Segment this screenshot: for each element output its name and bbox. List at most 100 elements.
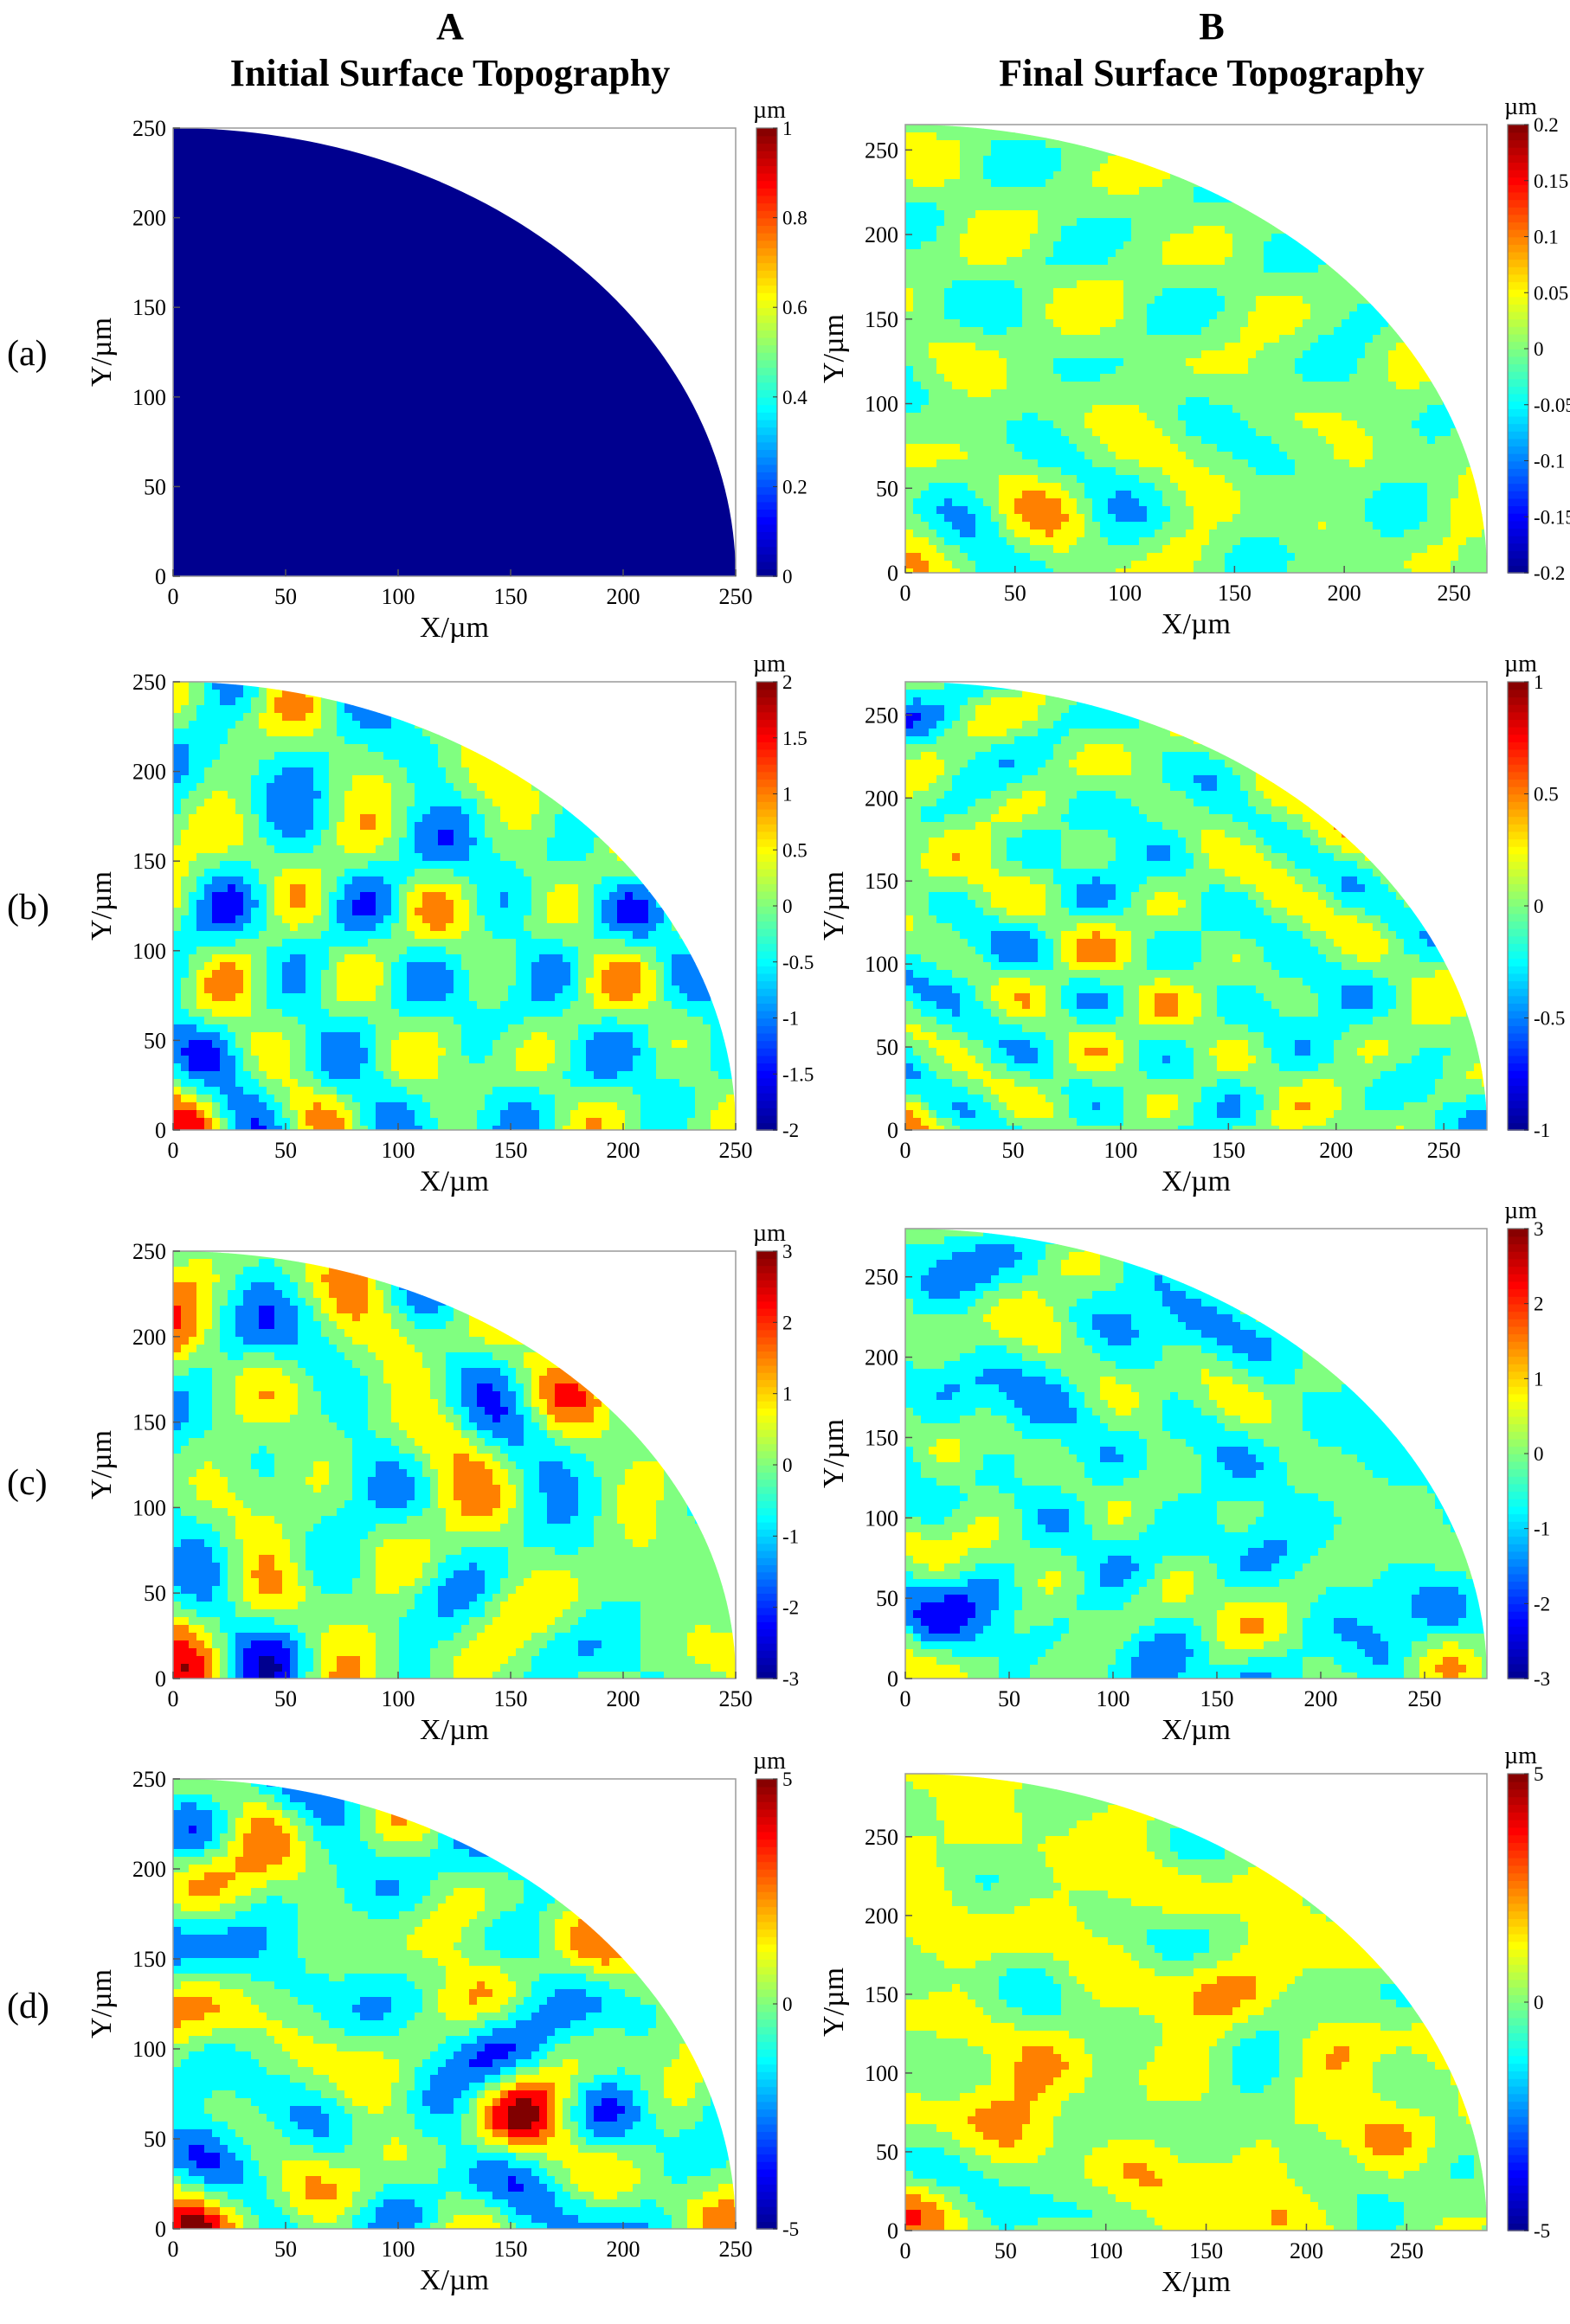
height-cell bbox=[944, 327, 953, 336]
height-cell bbox=[1451, 132, 1459, 141]
height-cell bbox=[1365, 343, 1374, 351]
height-cell bbox=[1022, 226, 1031, 234]
height-cell bbox=[1123, 428, 1132, 437]
height-cell bbox=[1427, 561, 1436, 569]
height-cell bbox=[975, 397, 984, 406]
height-cell bbox=[243, 690, 252, 698]
height-cell bbox=[1451, 218, 1459, 227]
height-cell bbox=[1271, 483, 1280, 491]
height-cell bbox=[1435, 553, 1444, 562]
x-axis-label: X/µm bbox=[420, 612, 489, 644]
height-cell bbox=[1007, 405, 1015, 414]
colorbar-segment bbox=[1508, 401, 1528, 409]
height-cell bbox=[1162, 218, 1171, 227]
height-cell bbox=[1458, 491, 1467, 499]
height-cell bbox=[1474, 530, 1483, 538]
height-cell bbox=[259, 697, 267, 706]
height-cell bbox=[1077, 444, 1085, 453]
height-cell bbox=[1030, 374, 1039, 382]
height-cell bbox=[968, 545, 976, 554]
height-cell bbox=[1443, 545, 1451, 554]
height-cell bbox=[1100, 366, 1109, 375]
height-cell bbox=[1334, 327, 1342, 336]
height-cell bbox=[1232, 467, 1241, 476]
height-cell bbox=[1396, 202, 1405, 211]
height-cell bbox=[1123, 350, 1132, 359]
height-cell bbox=[991, 475, 1000, 484]
height-cell bbox=[1295, 280, 1303, 289]
height-cell bbox=[1482, 444, 1487, 453]
height-cell bbox=[929, 218, 937, 227]
height-cell bbox=[983, 506, 992, 515]
height-cell bbox=[960, 506, 968, 515]
height-cell bbox=[929, 288, 937, 297]
height-cell bbox=[1349, 561, 1358, 569]
height-cell bbox=[306, 721, 314, 729]
height-cell bbox=[1084, 257, 1093, 266]
height-cell bbox=[1225, 537, 1233, 546]
height-cell bbox=[1061, 358, 1070, 367]
height-cell bbox=[1458, 164, 1467, 172]
height-cell bbox=[1474, 475, 1483, 484]
height-cell bbox=[1217, 537, 1226, 546]
height-cell bbox=[1326, 421, 1335, 429]
height-cell bbox=[921, 467, 930, 476]
x-axis-label: X/µm bbox=[1161, 608, 1231, 640]
height-cell bbox=[1466, 140, 1475, 149]
height-cell bbox=[1427, 226, 1436, 234]
height-cell bbox=[1326, 374, 1335, 382]
height-cell bbox=[1240, 273, 1249, 281]
height-cell bbox=[1435, 125, 1444, 133]
height-cell bbox=[352, 697, 361, 706]
height-cell bbox=[1116, 288, 1124, 297]
height-cell bbox=[1022, 506, 1031, 515]
height-cell bbox=[1077, 319, 1085, 328]
height-cell bbox=[1303, 234, 1311, 242]
height-cell bbox=[929, 421, 937, 429]
height-cell bbox=[1427, 545, 1436, 554]
height-cell bbox=[633, 697, 641, 706]
height-cell bbox=[368, 705, 376, 714]
height-cell bbox=[1373, 483, 1381, 491]
height-cell bbox=[1248, 389, 1257, 398]
height-cell bbox=[1380, 273, 1389, 281]
height-cell bbox=[1380, 288, 1389, 297]
height-cell bbox=[1412, 444, 1420, 453]
height-cell bbox=[1334, 319, 1342, 328]
height-cell bbox=[1443, 140, 1451, 149]
height-cell bbox=[1108, 498, 1116, 507]
height-cell bbox=[454, 697, 462, 706]
height-cell bbox=[1139, 436, 1148, 445]
height-cell bbox=[913, 358, 922, 367]
height-cell bbox=[1100, 428, 1109, 437]
height-cell bbox=[1069, 265, 1078, 273]
height-cell bbox=[960, 382, 968, 390]
height-cell bbox=[921, 413, 930, 421]
height-cell bbox=[1139, 413, 1148, 421]
height-cell bbox=[1466, 280, 1475, 289]
height-cell bbox=[1170, 475, 1179, 484]
height-cell bbox=[929, 459, 937, 468]
height-cell bbox=[929, 475, 937, 484]
colorbar-segment bbox=[1508, 363, 1528, 372]
height-cell bbox=[1155, 514, 1163, 523]
height-cell bbox=[1123, 195, 1132, 203]
height-cell bbox=[1225, 187, 1233, 196]
height-cell bbox=[1427, 288, 1436, 297]
height-cell bbox=[1295, 514, 1303, 523]
height-cell bbox=[212, 682, 221, 690]
height-cell bbox=[1084, 561, 1093, 569]
height-cell bbox=[936, 179, 945, 188]
height-cell bbox=[1271, 273, 1280, 281]
height-cell bbox=[1427, 389, 1436, 398]
height-cell bbox=[1007, 241, 1015, 250]
height-cell bbox=[1427, 475, 1436, 484]
height-cell bbox=[1287, 467, 1296, 476]
height-cell bbox=[1186, 444, 1194, 453]
height-cell bbox=[1030, 343, 1039, 351]
height-cell bbox=[1069, 164, 1078, 172]
height-cell bbox=[1373, 366, 1381, 375]
height-cell bbox=[1155, 421, 1163, 429]
height-cell bbox=[1007, 498, 1015, 507]
height-cell bbox=[1349, 241, 1358, 250]
